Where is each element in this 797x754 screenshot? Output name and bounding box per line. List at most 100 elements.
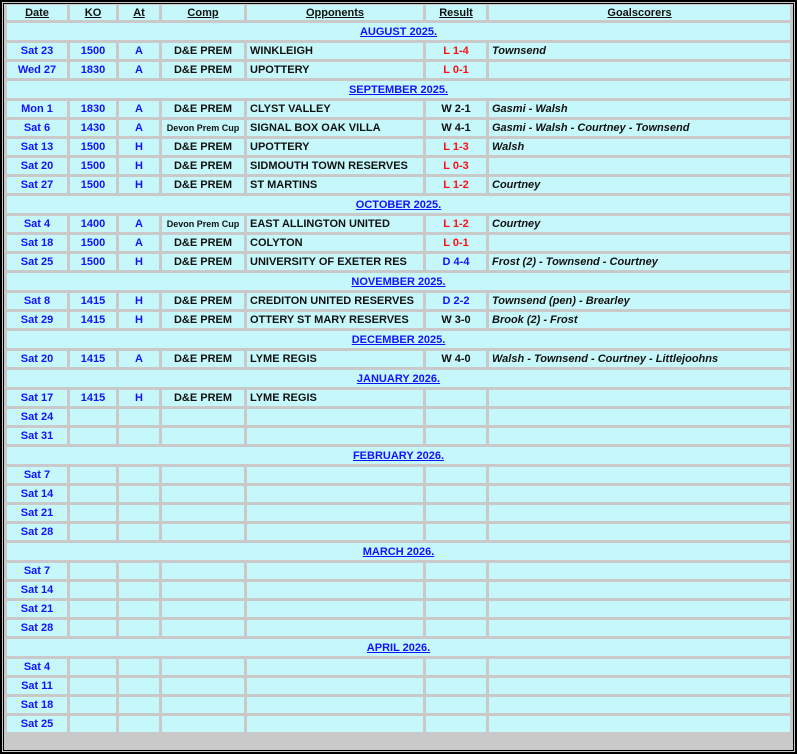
ko-cell: 1415 xyxy=(70,351,116,367)
venue-cell: A xyxy=(119,101,159,117)
goalscorers-cell xyxy=(489,601,790,617)
comp-cell xyxy=(162,620,244,636)
ko-cell: 1830 xyxy=(70,101,116,117)
fixture-row: Sat 29 1415 H D&E PREM OTTERY ST MARY RESERV… xyxy=(7,312,790,328)
ko-cell: 1500 xyxy=(70,254,116,270)
goalscorers-cell: Townsend (pen) - Brearley xyxy=(489,293,790,309)
opponent-cell: COLYTON xyxy=(247,235,423,251)
month-label[interactable]: MARCH 2026. xyxy=(7,543,790,560)
venue-cell: H xyxy=(119,158,159,174)
month-row: MARCH 2026. xyxy=(7,543,790,560)
header-date: Date xyxy=(7,5,67,20)
fixture-row: Sat 18 xyxy=(7,697,790,713)
month-row: DECEMBER 2025. xyxy=(7,331,790,348)
venue-cell: H xyxy=(119,293,159,309)
result-cell: L 0-1 xyxy=(426,235,486,251)
result-cell xyxy=(426,524,486,540)
comp-cell xyxy=(162,659,244,675)
date-cell: Wed 27 xyxy=(7,62,67,78)
comp-cell xyxy=(162,563,244,579)
header-opponents: Opponents xyxy=(247,5,423,20)
comp-cell xyxy=(162,505,244,521)
month-label[interactable]: OCTOBER 2025. xyxy=(7,196,790,213)
goalscorers-cell xyxy=(489,716,790,732)
date-cell: Sat 28 xyxy=(7,524,67,540)
fixture-row: Wed 27 1830 A D&E PREM UPOTTERY L 0-1 xyxy=(7,62,790,78)
result-cell xyxy=(426,697,486,713)
ko-cell xyxy=(70,486,116,502)
ko-cell xyxy=(70,678,116,694)
ko-cell: 1400 xyxy=(70,216,116,232)
venue-cell xyxy=(119,601,159,617)
result-cell xyxy=(426,390,486,406)
month-label[interactable]: JANUARY 2026. xyxy=(7,370,790,387)
month-label[interactable]: DECEMBER 2025. xyxy=(7,331,790,348)
date-cell: Sat 7 xyxy=(7,563,67,579)
venue-cell xyxy=(119,620,159,636)
month-label[interactable]: FEBRUARY 2026. xyxy=(7,447,790,464)
comp-cell xyxy=(162,486,244,502)
date-cell: Sat 6 xyxy=(7,120,67,136)
venue-cell xyxy=(119,659,159,675)
venue-cell xyxy=(119,505,159,521)
goalscorers-cell xyxy=(489,235,790,251)
comp-cell: D&E PREM xyxy=(162,351,244,367)
comp-cell: Devon Prem Cup xyxy=(162,120,244,136)
month-row: NOVEMBER 2025. xyxy=(7,273,790,290)
goalscorers-cell xyxy=(489,678,790,694)
date-cell: Sat 18 xyxy=(7,235,67,251)
fixture-row: Sat 23 1500 A D&E PREM WINKLEIGH L 1-4 Townsen… xyxy=(7,43,790,59)
result-cell: L 1-2 xyxy=(426,177,486,193)
header-result: Result xyxy=(426,5,486,20)
fixture-row: Sat 18 1500 A D&E PREM COLYTON L 0-1 xyxy=(7,235,790,251)
opponent-cell xyxy=(247,467,423,483)
month-label[interactable]: SEPTEMBER 2025. xyxy=(7,81,790,98)
month-row: JANUARY 2026. xyxy=(7,370,790,387)
goalscorers-cell xyxy=(489,505,790,521)
goalscorers-cell xyxy=(489,582,790,598)
result-cell: W 4-1 xyxy=(426,120,486,136)
opponent-cell xyxy=(247,659,423,675)
header-goalscorers: Goalscorers xyxy=(489,5,790,20)
goalscorers-cell: Gasmi - Walsh xyxy=(489,101,790,117)
opponent-cell: OTTERY ST MARY RESERVES xyxy=(247,312,423,328)
opponent-cell: ST MARTINS xyxy=(247,177,423,193)
result-cell: L 0-3 xyxy=(426,158,486,174)
goalscorers-cell: Courtney xyxy=(489,216,790,232)
ko-cell xyxy=(70,659,116,675)
goalscorers-cell xyxy=(489,467,790,483)
ko-cell: 1415 xyxy=(70,390,116,406)
date-cell: Sat 14 xyxy=(7,486,67,502)
opponent-cell xyxy=(247,486,423,502)
opponent-cell xyxy=(247,563,423,579)
comp-cell: Devon Prem Cup xyxy=(162,216,244,232)
month-label[interactable]: AUGUST 2025. xyxy=(7,23,790,40)
fixture-row: Sat 31 xyxy=(7,428,790,444)
date-cell: Sat 18 xyxy=(7,697,67,713)
result-cell: D 2-2 xyxy=(426,293,486,309)
comp-cell xyxy=(162,697,244,713)
goalscorers-cell: Walsh - Townsend - Courtney - Littlejooh… xyxy=(489,351,790,367)
fixtures-table: Date KO At Comp Opponents Result Goalsco… xyxy=(4,2,793,735)
goalscorers-cell: Townsend xyxy=(489,43,790,59)
fixture-row: Sat 6 1430 A Devon Prem Cup SIGNAL BOX OAK V… xyxy=(7,120,790,136)
goalscorers-cell xyxy=(489,390,790,406)
date-cell: Sat 28 xyxy=(7,620,67,636)
date-cell: Sat 14 xyxy=(7,582,67,598)
comp-cell: D&E PREM xyxy=(162,43,244,59)
comp-cell: D&E PREM xyxy=(162,293,244,309)
venue-cell xyxy=(119,428,159,444)
date-cell: Sat 4 xyxy=(7,216,67,232)
date-cell: Sat 13 xyxy=(7,139,67,155)
month-label[interactable]: NOVEMBER 2025. xyxy=(7,273,790,290)
fixture-row: Sat 28 xyxy=(7,524,790,540)
fixture-row: Sat 8 1415 H D&E PREM CREDITON UNITED RESERV… xyxy=(7,293,790,309)
date-cell: Sat 20 xyxy=(7,351,67,367)
comp-cell: D&E PREM xyxy=(162,139,244,155)
month-label[interactable]: APRIL 2026. xyxy=(7,639,790,656)
fixture-row: Sat 17 1415 H D&E PREM LYME REGIS xyxy=(7,390,790,406)
result-cell xyxy=(426,716,486,732)
comp-cell xyxy=(162,716,244,732)
ko-cell xyxy=(70,409,116,425)
venue-cell: A xyxy=(119,351,159,367)
